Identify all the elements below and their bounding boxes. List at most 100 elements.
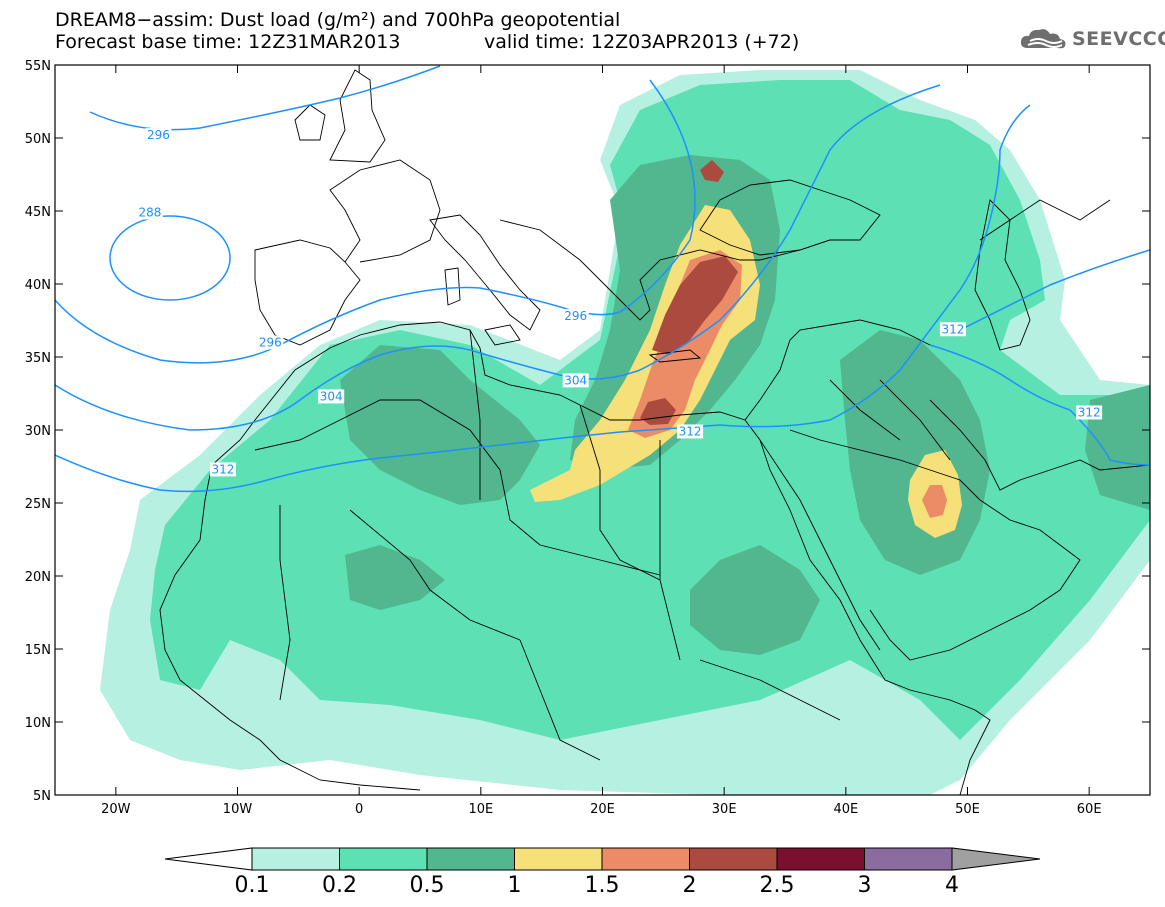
contour-label-bg	[209, 462, 236, 477]
colorbar-level-label: 1	[508, 873, 522, 898]
logo-text: SEEVCCC	[1072, 28, 1165, 50]
coastline-uk	[329, 69, 386, 163]
colorbar-level-label: 1.5	[585, 873, 620, 898]
contour-label: 288	[138, 205, 161, 219]
coastline-crete	[648, 349, 702, 363]
colorbar-segment	[514, 847, 603, 871]
contour-label: 312	[941, 322, 964, 336]
contour-label-bg	[257, 335, 284, 350]
contour-label: 296	[564, 309, 587, 323]
lat-tick-label: 15N	[25, 643, 51, 658]
contour-labels: 296 288 296 304 312 296 304 312 312 312	[136, 128, 1103, 477]
lat-tick-label: 50N	[25, 132, 51, 147]
lat-tick-label: 40N	[25, 278, 51, 293]
contour-312-far-east	[929, 344, 1150, 466]
dust-area-0.5	[340, 345, 540, 505]
contour-label-bg	[939, 322, 966, 337]
contour-312-east	[949, 249, 1150, 336]
dust-area-0.5	[345, 545, 445, 610]
lon-tick-label: 30E	[712, 802, 737, 817]
border-line	[469, 329, 481, 500]
contour-288	[109, 215, 231, 301]
contour-label-bg	[1076, 405, 1103, 420]
coastline-black-sea	[699, 179, 881, 256]
colorbar-over-arrow	[951, 847, 1041, 871]
border-line	[829, 379, 901, 441]
lon-tick-label: 50E	[955, 802, 980, 817]
lon-tick-label: 20W	[101, 802, 131, 817]
contour-label: 312	[679, 424, 702, 438]
lon-tick-label: 10E	[468, 802, 493, 817]
border-line	[254, 399, 661, 576]
forecast-base-time: Forecast base time: 12Z31MAR2013	[55, 31, 401, 53]
contour-label-bg	[562, 309, 589, 324]
coastline-africa	[211, 321, 991, 795]
lat-tick-label: 5N	[33, 789, 51, 804]
lat-tick-label: 30N	[25, 424, 51, 439]
colorbar-level-label: 3	[858, 873, 872, 898]
lon-tick-label: 20E	[590, 802, 615, 817]
dust-area-2	[700, 160, 724, 182]
colorbar-level-label: 4	[945, 873, 959, 898]
contour-label: 312	[211, 462, 234, 476]
lon-tick-label: 0	[355, 802, 363, 817]
lat-tick-label: 25N	[25, 497, 51, 512]
coastline-iberia	[254, 239, 361, 346]
coastline-france	[329, 159, 441, 263]
lon-tick-label: 40E	[833, 802, 858, 817]
dust-load-shading	[100, 70, 1150, 795]
coastline-west-africa	[159, 464, 421, 791]
contour-label: 304	[564, 373, 587, 387]
coastline-arabia	[789, 429, 1081, 661]
colorbar-under-arrow	[164, 847, 253, 871]
border-line	[879, 379, 951, 461]
border-line	[519, 639, 601, 761]
dust-area-2	[640, 398, 676, 425]
contour-label-bg	[562, 373, 589, 388]
lon-tick-label: 10W	[223, 802, 253, 817]
map-title: DREAM8−assim: Dust load (g/m²) and 700hP…	[55, 9, 621, 31]
colorbar-level-label: 0.1	[235, 873, 270, 898]
seevccc-logo: SEEVCCC	[1018, 26, 1165, 52]
coastline-italy	[429, 214, 541, 331]
dust-area-1.5	[922, 485, 947, 518]
contour-296	[55, 79, 696, 364]
colorbar-level-label: 0.5	[410, 873, 445, 898]
lon-tick-label: 60E	[1077, 802, 1102, 817]
coastline-balkans	[499, 219, 831, 321]
cloud-icon	[1020, 29, 1066, 49]
border-line	[659, 440, 681, 661]
colorbar-segment	[339, 847, 428, 871]
dust-area-0.5	[690, 545, 820, 655]
colorbar-level-label: 2	[683, 873, 697, 898]
colorbar-segment	[776, 847, 865, 871]
lat-tick-label: 35N	[25, 351, 51, 366]
colorbar-segment	[251, 847, 340, 871]
coastline-persian-gulf	[929, 399, 1150, 491]
contour-304	[55, 84, 941, 431]
contour-label-bg	[145, 128, 172, 143]
contour-label-bg	[136, 205, 163, 220]
border-line	[279, 505, 291, 701]
border-line	[579, 404, 661, 581]
contour-label-bg	[677, 424, 704, 439]
dust-area-2	[652, 256, 738, 355]
lat-tick-label: 10N	[25, 716, 51, 731]
contour-296-north	[89, 65, 441, 131]
colorbar-segment	[426, 847, 515, 871]
border-line	[979, 199, 1111, 241]
colorbar-segment	[601, 847, 690, 871]
contour-label: 304	[320, 389, 343, 403]
coastline-ireland	[294, 104, 326, 141]
coastline-levant	[744, 319, 931, 421]
contour-label-bg	[318, 389, 345, 404]
contour-label: 296	[147, 128, 170, 142]
contour-label: 296	[259, 335, 282, 349]
colorbar-segment	[689, 847, 778, 871]
colorbar-level-label: 0.2	[322, 873, 357, 898]
coastline-red-sea	[759, 439, 881, 651]
coastline-caspian	[974, 199, 1031, 351]
colorbar-level-label: 2.5	[760, 873, 795, 898]
valid-time: valid time: 12Z03APR2013 (+72)	[484, 31, 800, 53]
coastlines-borders	[159, 69, 1150, 795]
